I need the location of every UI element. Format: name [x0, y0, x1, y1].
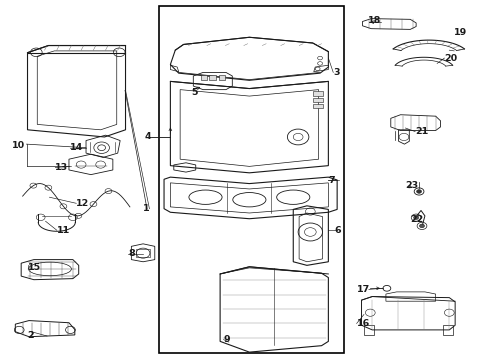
- Text: 9: 9: [223, 335, 230, 344]
- Text: 5: 5: [190, 87, 197, 96]
- Text: 4: 4: [144, 132, 151, 141]
- Circle shape: [419, 224, 424, 228]
- Polygon shape: [200, 75, 207, 80]
- Text: 6: 6: [333, 226, 340, 235]
- Polygon shape: [312, 104, 322, 108]
- Text: 15: 15: [27, 264, 41, 273]
- Text: 18: 18: [367, 16, 380, 25]
- Text: 2: 2: [27, 332, 34, 341]
- Polygon shape: [312, 98, 322, 102]
- Polygon shape: [209, 75, 216, 80]
- Text: 17: 17: [356, 285, 369, 294]
- Circle shape: [413, 216, 418, 220]
- Text: 3: 3: [332, 68, 339, 77]
- Text: 19: 19: [453, 28, 467, 37]
- Text: 10: 10: [11, 141, 24, 150]
- Text: 7: 7: [328, 176, 334, 185]
- Polygon shape: [312, 91, 322, 96]
- Text: 8: 8: [128, 249, 135, 258]
- Text: 1: 1: [142, 204, 149, 213]
- Text: 14: 14: [70, 143, 83, 152]
- Text: 20: 20: [444, 54, 457, 63]
- Text: 11: 11: [57, 226, 70, 235]
- Text: 22: 22: [409, 215, 423, 224]
- Circle shape: [416, 190, 421, 193]
- Text: 12: 12: [76, 199, 89, 208]
- Polygon shape: [218, 75, 225, 80]
- Text: 21: 21: [414, 127, 427, 136]
- Text: 13: 13: [55, 163, 68, 172]
- Text: 23: 23: [405, 181, 418, 190]
- Bar: [159, 6, 344, 353]
- Text: 16: 16: [356, 319, 369, 328]
